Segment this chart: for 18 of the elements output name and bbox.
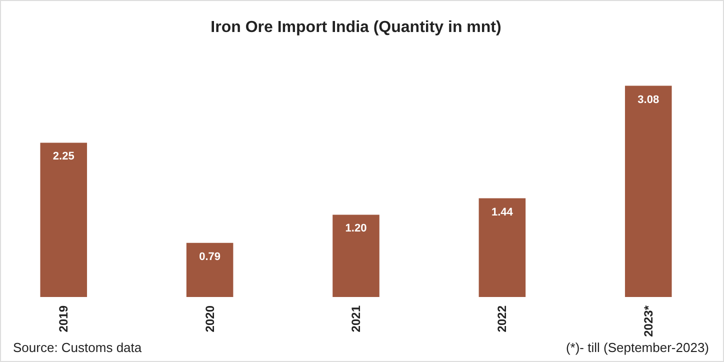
data-label: 1.44 [491, 206, 514, 218]
bar [186, 242, 234, 297]
bar [624, 86, 672, 297]
data-label: 3.08 [638, 94, 660, 106]
data-label: 2.25 [52, 150, 74, 163]
x-tick-label: 2019 [56, 305, 71, 332]
chart-title: Iron Ore Import India (Quantity in mnt) [210, 19, 502, 36]
bar [332, 214, 380, 297]
x-tick-label: 2022 [495, 305, 510, 332]
text: (*)- till (September-2023) [566, 340, 709, 355]
x-tick-label: 2023* [641, 305, 656, 337]
x-tick-label: 2021 [349, 305, 363, 332]
data-label: 1.20 [345, 222, 367, 235]
data-label: 0.79 [199, 250, 221, 263]
bar [478, 198, 526, 297]
x-tick-label: 2020 [202, 305, 217, 332]
source-note: Source: Customs data [13, 340, 142, 355]
bar [40, 142, 88, 297]
